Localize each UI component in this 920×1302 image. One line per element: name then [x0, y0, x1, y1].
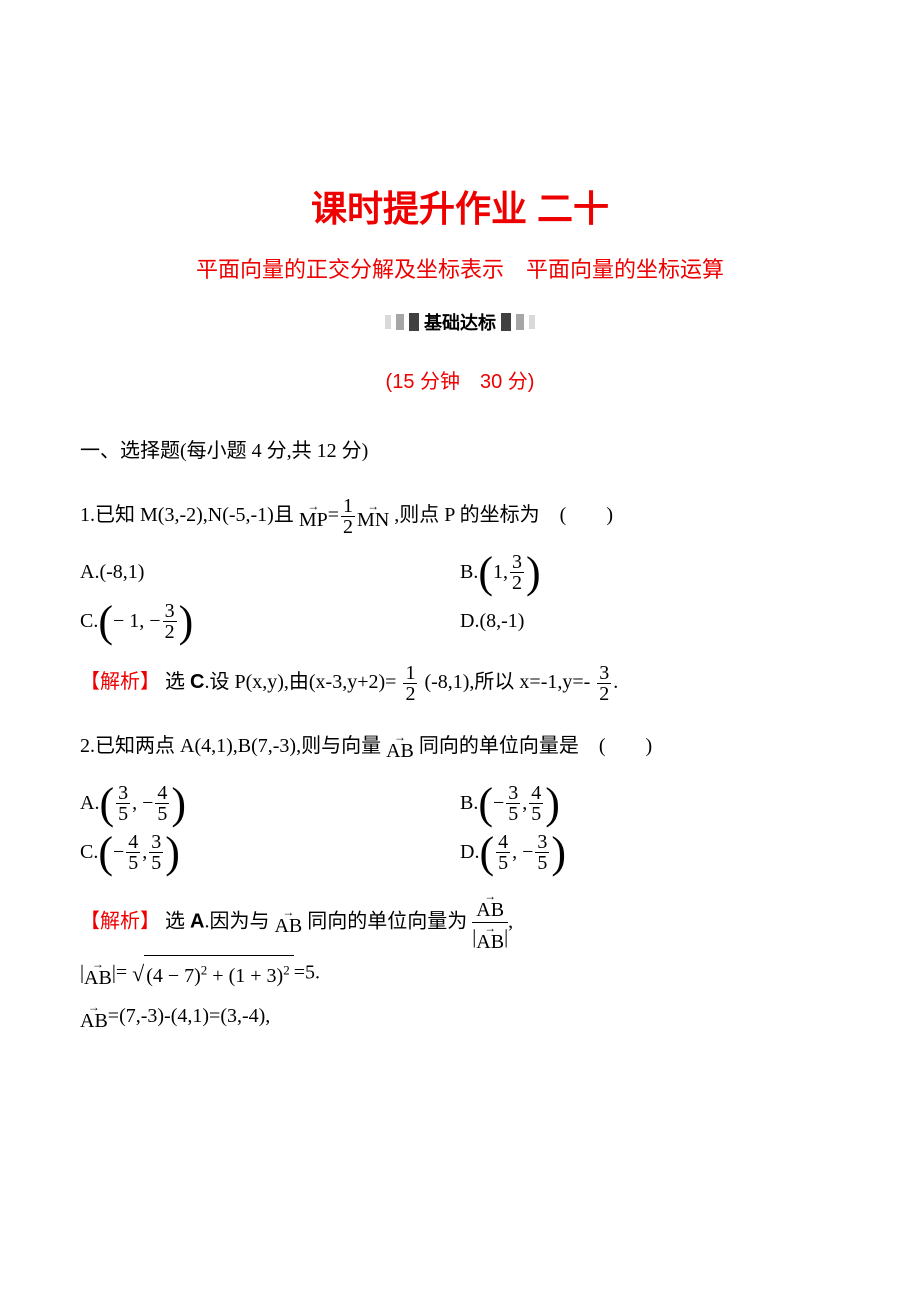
q1-stem-b: ,则点 P 的坐标为 ( )	[394, 504, 613, 526]
q1-analysis: 【解析】 选 C.设 P(x,y),由(x-3,y+2)= 12 (-8,1),…	[80, 662, 840, 704]
vector-mn: → MN	[357, 503, 389, 530]
eq: =	[328, 504, 339, 526]
opt-c-value: ( − 45 , 35 )	[98, 832, 180, 873]
timing-info: (15 分钟 30 分)	[80, 365, 840, 394]
opt-a-value: ( 35 , − 45 )	[99, 783, 186, 824]
q2-stem-a: 2.已知两点 A(4,1),B(7,-3),则与向量	[80, 735, 381, 757]
analysis-label: 【解析】	[80, 671, 160, 693]
analysis-label: 【解析】	[80, 910, 160, 932]
q2-stem-b: 同向的单位向量是 ( )	[419, 735, 652, 757]
sub-title: 平面向量的正交分解及坐标表示 平面向量的坐标运算	[80, 252, 840, 284]
vector-ab: → AB	[386, 734, 414, 761]
opt-label: B.	[460, 792, 478, 815]
vector-ab: →AB	[274, 909, 302, 936]
decor-square-icon	[501, 313, 511, 331]
opt-label: C.	[80, 610, 98, 633]
opt-label: D.	[460, 841, 479, 864]
question-2: 2.已知两点 A(4,1),B(7,-3),则与向量 → AB 同向的单位向量是…	[80, 724, 840, 768]
q1-stem-a: 1.已知 M(3,-2),N(-5,-1)且	[80, 504, 294, 526]
main-title: 课时提升作业 二十	[80, 180, 840, 232]
vector-ab: →AB	[80, 1004, 108, 1031]
opt-a-text: (-8,1)	[99, 561, 144, 584]
q1-options: A. (-8,1) B. ( 1, 32 ) C. ( − 1, − 32	[80, 552, 840, 642]
opt-label: C.	[80, 841, 98, 864]
unit-vector-fraction: →AB |→AB|	[472, 893, 508, 952]
selected-letter: C	[190, 671, 204, 693]
fraction: 32	[597, 663, 611, 704]
decor-square-icon	[529, 315, 535, 329]
decor-square-icon	[409, 313, 419, 331]
vector-ab: →AB	[84, 961, 112, 988]
section-banner: 基础达标	[80, 309, 840, 335]
opt-d-value: ( 45 , − 35 )	[479, 832, 566, 873]
q2-analysis: 【解析】 选 A.因为与 →AB 同向的单位向量为 →AB |→AB| , |→…	[80, 893, 840, 1036]
opt-label: A.	[80, 561, 99, 584]
question-1: 1.已知 M(3,-2),N(-5,-1)且 → MP = 1 2 → MN ,…	[80, 493, 840, 537]
fraction: 1 2	[341, 496, 355, 537]
opt-c-value: ( − 1, − 32 )	[98, 601, 193, 642]
square-root: √ (4 − 7)2 + (1 + 3)2	[132, 952, 294, 996]
opt-b-value: ( 1, 32 )	[478, 552, 540, 593]
q2-options: A. ( 35 , − 45 ) B. ( − 35 , 45 )	[80, 783, 840, 873]
opt-b-value: ( − 35 , 45 )	[478, 783, 560, 824]
fraction: 12	[403, 663, 417, 704]
selected-letter: A	[190, 910, 204, 932]
banner-text: 基础达标	[424, 309, 496, 335]
vector-mp: → MP	[299, 503, 328, 530]
opt-label: D.	[460, 610, 479, 633]
opt-label: B.	[460, 561, 478, 584]
decor-square-icon	[385, 315, 391, 329]
opt-label: A.	[80, 792, 99, 815]
opt-d-text: (8,-1)	[479, 610, 524, 633]
decor-square-icon	[396, 314, 404, 330]
decor-square-icon	[516, 314, 524, 330]
section-heading: 一、选择题(每小题 4 分,共 12 分)	[80, 434, 840, 463]
